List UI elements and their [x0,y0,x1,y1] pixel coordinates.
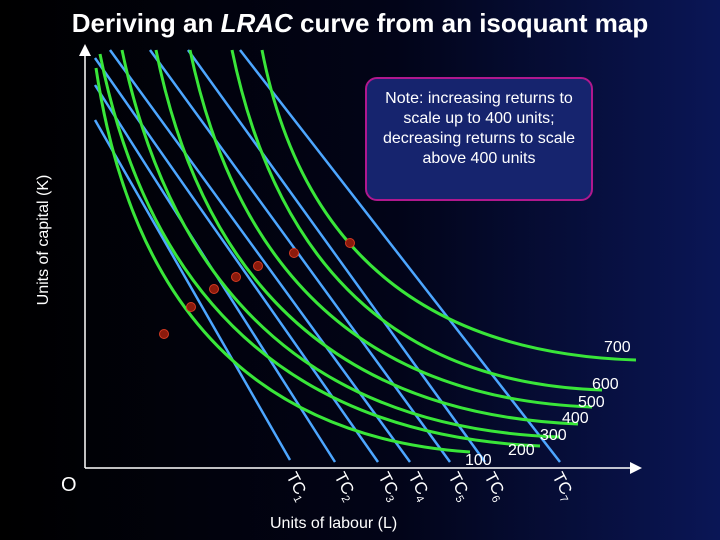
isoquant-label-600: 600 [592,376,619,393]
slide-title: Deriving an LRAC curve from an isoquant … [0,8,720,39]
isoquant-label-400: 400 [562,410,589,427]
tangency-point-7 [345,238,355,248]
isocost-label-1: TC1 [280,469,313,505]
isoquant-label-100: 100 [465,452,492,469]
isoquant-curve-1 [94,67,471,454]
isocost-label-2: TC2 [328,469,361,505]
title-prefix: Deriving an [71,8,221,38]
origin-label: O [61,474,77,496]
isocost-line-7 [239,49,561,463]
isoquant-curve-6 [230,49,603,392]
isocost-line-5 [148,49,452,463]
tangency-point-3 [209,284,219,294]
isoquant-curves [94,49,637,454]
isoquant-curve-2 [98,53,541,448]
isoquant-curve-5 [188,49,593,409]
tangency-point-2 [186,302,196,312]
isocost-line-1 [93,119,292,461]
isoquant-label-200: 200 [508,442,535,459]
tangency-point-6 [289,248,299,258]
isoquant-label-500: 500 [578,394,605,411]
isocost-label-5: TC5 [442,469,475,505]
isoquant-curve-4 [154,49,579,426]
tangency-point-4 [231,272,241,282]
isocost-label-3: TC3 [372,469,405,505]
isoquant-curve-3 [120,49,561,439]
tangency-point-5 [253,261,263,271]
title-suffix: curve from an isoquant map [292,8,649,38]
isocost-label-4: TC4 [402,469,435,505]
isoquant-curve-7 [260,49,637,362]
title-emphasis: LRAC [220,8,293,38]
tangency-point-1 [159,329,169,339]
tangency-points [159,238,355,339]
note-box: Note: increasing returns to scale up to … [365,77,593,201]
isocost-label-6: TC6 [478,469,511,505]
isocost-line-6 [186,49,487,463]
x-axis-label: Units of labour (L) [270,515,398,532]
isoquant-label-300: 300 [540,427,567,444]
isoquant-label-700: 700 [604,339,631,356]
isocost-label-7: TC7 [546,469,579,505]
